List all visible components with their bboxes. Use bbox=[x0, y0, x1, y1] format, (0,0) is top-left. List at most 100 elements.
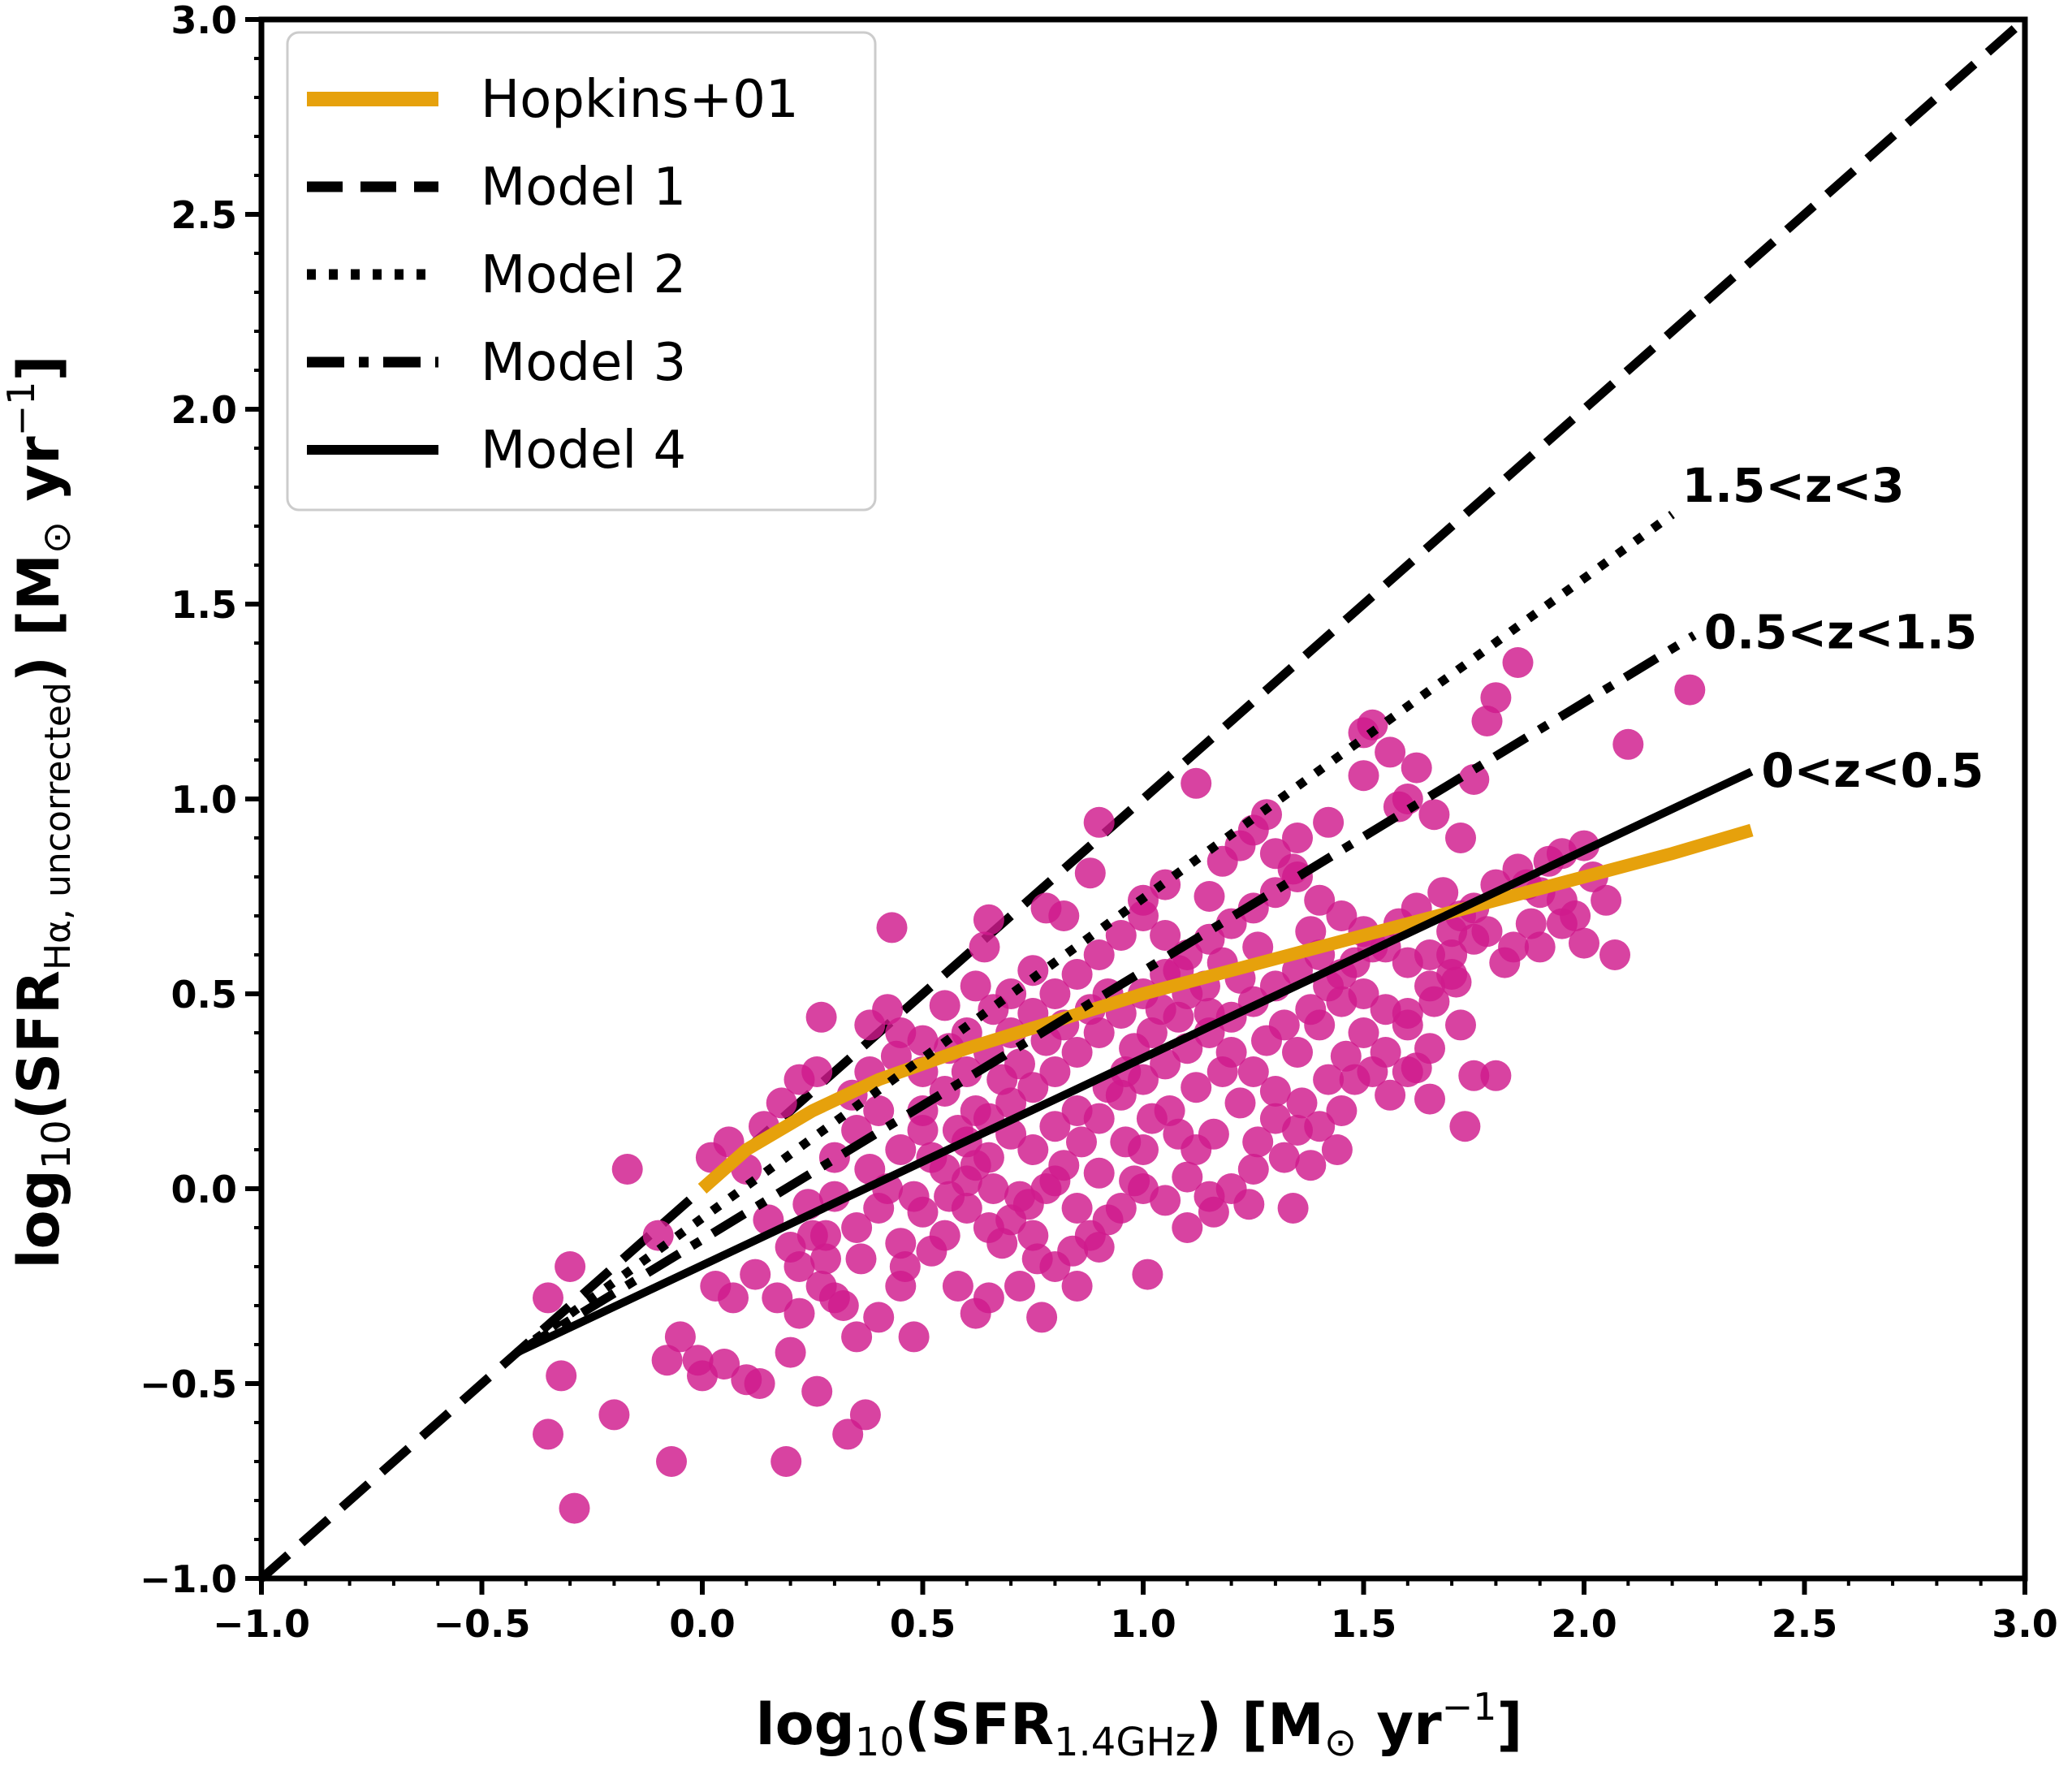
x-tick-label: −1.0 bbox=[213, 1602, 310, 1646]
data-point bbox=[934, 1181, 965, 1212]
x-label-exp: −1 bbox=[1442, 1685, 1497, 1729]
data-point bbox=[1436, 939, 1468, 970]
data-point bbox=[1198, 1118, 1229, 1150]
data-point bbox=[762, 1282, 793, 1314]
data-point bbox=[1392, 784, 1423, 814]
data-point bbox=[973, 904, 1004, 935]
data-point bbox=[1414, 1083, 1445, 1115]
data-point bbox=[775, 1336, 806, 1368]
data-point bbox=[1458, 764, 1490, 795]
data-point bbox=[845, 1243, 877, 1275]
data-point bbox=[876, 912, 908, 943]
data-point bbox=[1083, 1157, 1115, 1189]
data-point bbox=[1295, 994, 1327, 1025]
y-label-exp: −1 bbox=[0, 382, 43, 437]
data-point bbox=[1375, 1079, 1406, 1111]
y-label-unit: yr bbox=[6, 436, 72, 521]
data-point bbox=[1039, 978, 1071, 1009]
data-point bbox=[1348, 760, 1379, 792]
data-point bbox=[995, 1087, 1027, 1119]
data-point bbox=[1207, 1056, 1238, 1087]
data-point bbox=[1348, 1017, 1379, 1048]
data-point bbox=[1004, 1181, 1035, 1212]
annotation-redshift-bin: 0.5<z<1.5 bbox=[1704, 604, 1977, 659]
data-point bbox=[1401, 752, 1432, 784]
data-point bbox=[1105, 920, 1137, 951]
legend-label: Hopkins+01 bbox=[481, 70, 799, 130]
data-point bbox=[916, 1235, 948, 1267]
data-point bbox=[827, 1290, 859, 1321]
data-point bbox=[863, 1095, 895, 1126]
x-label-sun: ⊙ bbox=[1324, 1720, 1357, 1765]
legend-label: Model 4 bbox=[481, 421, 686, 481]
data-point bbox=[841, 1321, 873, 1353]
data-point bbox=[1198, 1196, 1229, 1228]
data-point bbox=[1004, 1048, 1035, 1080]
data-point bbox=[960, 1150, 991, 1181]
x-label-mid: (SFR bbox=[904, 1691, 1054, 1758]
data-point bbox=[1295, 916, 1327, 948]
data-point bbox=[1061, 1271, 1093, 1302]
data-point bbox=[1136, 1017, 1168, 1048]
data-point bbox=[1128, 900, 1159, 931]
data-point bbox=[656, 1446, 687, 1477]
data-point bbox=[1357, 1056, 1388, 1087]
data-point bbox=[1233, 1189, 1265, 1220]
data-point bbox=[1569, 927, 1599, 959]
data-point bbox=[907, 1115, 939, 1146]
data-point bbox=[1392, 1056, 1423, 1087]
data-point bbox=[1591, 884, 1622, 916]
data-point bbox=[1445, 1009, 1476, 1041]
y-label-prefix: log bbox=[6, 1169, 72, 1268]
data-point bbox=[1330, 1040, 1362, 1072]
data-point bbox=[1048, 900, 1080, 931]
data-point bbox=[960, 1095, 991, 1126]
annotation-redshift-bin: 0<z<0.5 bbox=[1761, 743, 1984, 798]
data-point bbox=[1321, 1134, 1353, 1165]
data-point bbox=[810, 1243, 841, 1275]
y-label-sub2: Hα, uncorrected bbox=[37, 682, 79, 970]
y-label-close: ] bbox=[6, 356, 72, 382]
data-point bbox=[898, 1321, 930, 1353]
data-point bbox=[1471, 916, 1503, 948]
data-point bbox=[805, 1001, 837, 1033]
data-point bbox=[1181, 767, 1212, 799]
data-point bbox=[986, 1228, 1018, 1259]
data-point bbox=[1286, 1087, 1318, 1119]
data-point bbox=[555, 1251, 586, 1282]
data-point bbox=[1268, 1142, 1300, 1173]
data-point bbox=[783, 1298, 815, 1329]
data-point bbox=[766, 1087, 797, 1119]
data-point bbox=[1560, 900, 1591, 931]
data-point bbox=[978, 1173, 1009, 1204]
data-point bbox=[841, 1212, 873, 1243]
data-point bbox=[546, 1360, 577, 1392]
x-tick-label: −0.5 bbox=[433, 1602, 530, 1646]
data-point bbox=[1295, 1150, 1327, 1181]
data-point bbox=[1414, 939, 1445, 970]
data-point bbox=[929, 990, 960, 1021]
data-point bbox=[1282, 1037, 1313, 1068]
data-point bbox=[533, 1418, 563, 1450]
data-point bbox=[1021, 1243, 1053, 1275]
data-point bbox=[1612, 728, 1644, 760]
data-point bbox=[1458, 1060, 1490, 1091]
data-point bbox=[969, 931, 1000, 963]
x-label-close: ] bbox=[1496, 1691, 1522, 1758]
data-point bbox=[533, 1282, 563, 1314]
data-point bbox=[1304, 884, 1336, 916]
data-point bbox=[805, 1271, 837, 1302]
data-point bbox=[1357, 709, 1388, 741]
data-point bbox=[1480, 1060, 1512, 1091]
data-point bbox=[651, 1345, 683, 1376]
data-point bbox=[1004, 1271, 1035, 1302]
data-point bbox=[559, 1492, 590, 1524]
data-point bbox=[1326, 900, 1358, 931]
data-point bbox=[1259, 1103, 1291, 1134]
annotation-redshift-bin: 1.5<z<3 bbox=[1682, 458, 1905, 513]
data-point bbox=[1154, 1095, 1185, 1126]
x-tick-label: 2.0 bbox=[1551, 1602, 1617, 1646]
data-point bbox=[889, 1251, 921, 1282]
line-model-3 bbox=[515, 631, 1697, 1357]
